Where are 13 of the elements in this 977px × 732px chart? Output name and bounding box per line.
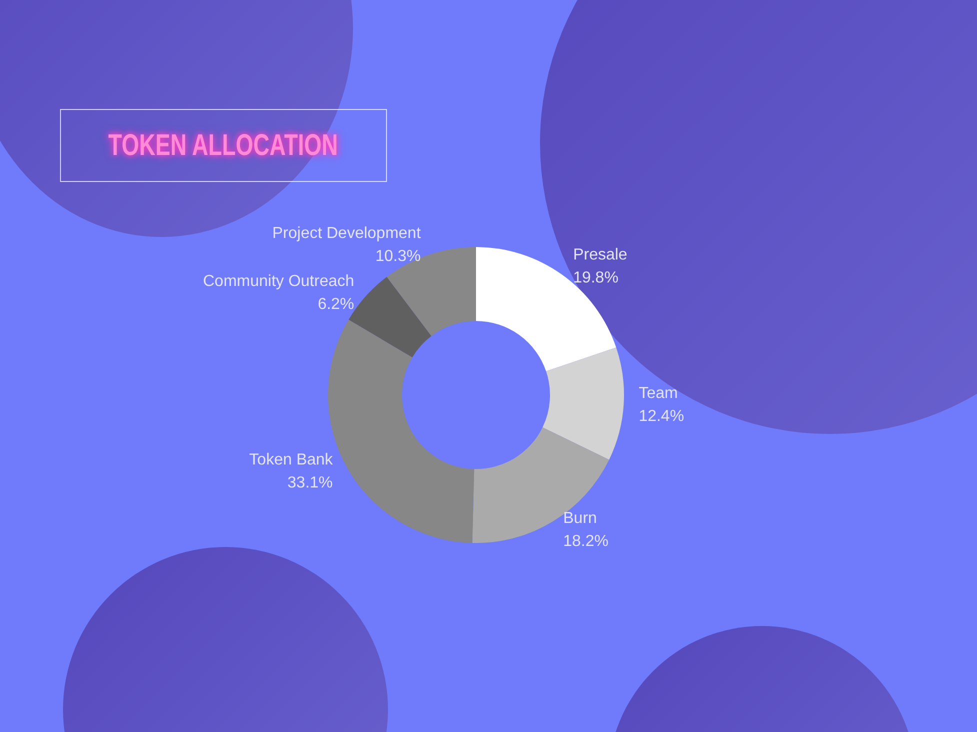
slice-label: Burn	[563, 510, 597, 527]
slice-label: Token Bank	[249, 452, 334, 469]
slice-label: Project Development	[272, 225, 422, 242]
data-label: 18.2%	[563, 532, 609, 550]
data-label: 10.3%	[375, 248, 421, 266]
data-label: 33.1%	[287, 474, 333, 492]
data-label: 6.2%	[318, 296, 354, 314]
data-label: 19.8%	[573, 270, 618, 287]
slice-label: Presale	[573, 246, 628, 264]
slice-label: Team	[638, 384, 678, 402]
data-label: 12.4%	[638, 408, 684, 425]
slice-label: Community Outreach	[202, 273, 354, 290]
chart-title: TOKEN ALLOCATION	[108, 128, 338, 162]
